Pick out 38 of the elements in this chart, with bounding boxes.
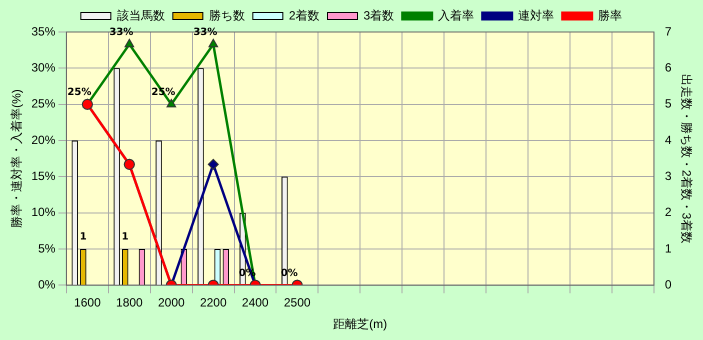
data-label: 25%: [67, 86, 92, 98]
x-axis-title: 距離芝(m): [333, 317, 388, 332]
legend-label: 3着数: [364, 8, 394, 22]
x-tick-label: 1600: [74, 296, 102, 310]
y2-tick-label: 2: [664, 205, 672, 220]
y2-tick-label: 3: [664, 169, 672, 183]
legend-label: 入着率: [438, 8, 474, 22]
point: [124, 38, 134, 48]
legend-label: 連対率: [518, 8, 554, 22]
y-tick-label: 25%: [31, 96, 56, 111]
legend-label: 2着数: [288, 8, 320, 22]
y-axis-title: 勝率・連対率・入着率(%): [10, 89, 24, 228]
y2-tick-label: 5: [664, 96, 672, 111]
x-tick-label: 2200: [200, 296, 227, 310]
data-label: 1: [80, 232, 87, 243]
legend-label: 該当馬数: [116, 8, 165, 22]
y-tick-label: 5%: [38, 241, 56, 256]
y2-axis-title: 出走数・勝ち数・2着数・3着数: [679, 74, 694, 244]
y-tick-label: 30%: [31, 60, 56, 74]
y-tick-label: 0%: [38, 278, 56, 292]
y-tick-label: 20%: [31, 132, 56, 147]
x-tick-label: 2500: [284, 296, 311, 310]
x-tick-label: 2000: [158, 296, 185, 310]
y2-tick-label: 1: [664, 241, 672, 256]
y2-tick-label: 0: [664, 278, 672, 292]
x-tick-label: 2400: [242, 296, 269, 310]
y2-tick-label: 4: [664, 132, 672, 147]
legend-label: 勝ち数: [208, 8, 245, 22]
legend-label: 勝率: [598, 8, 622, 22]
x-tick-label: 1800: [116, 296, 144, 310]
y-tick-label: 10%: [31, 205, 56, 220]
y-tick-label: 15%: [31, 169, 56, 183]
data-label: 1: [122, 232, 129, 243]
y2-tick-label: 6: [664, 60, 672, 74]
point: [166, 98, 176, 108]
y2-tick-label: 7: [664, 24, 672, 38]
point: [208, 38, 218, 48]
y-tick-label: 35%: [31, 24, 56, 38]
